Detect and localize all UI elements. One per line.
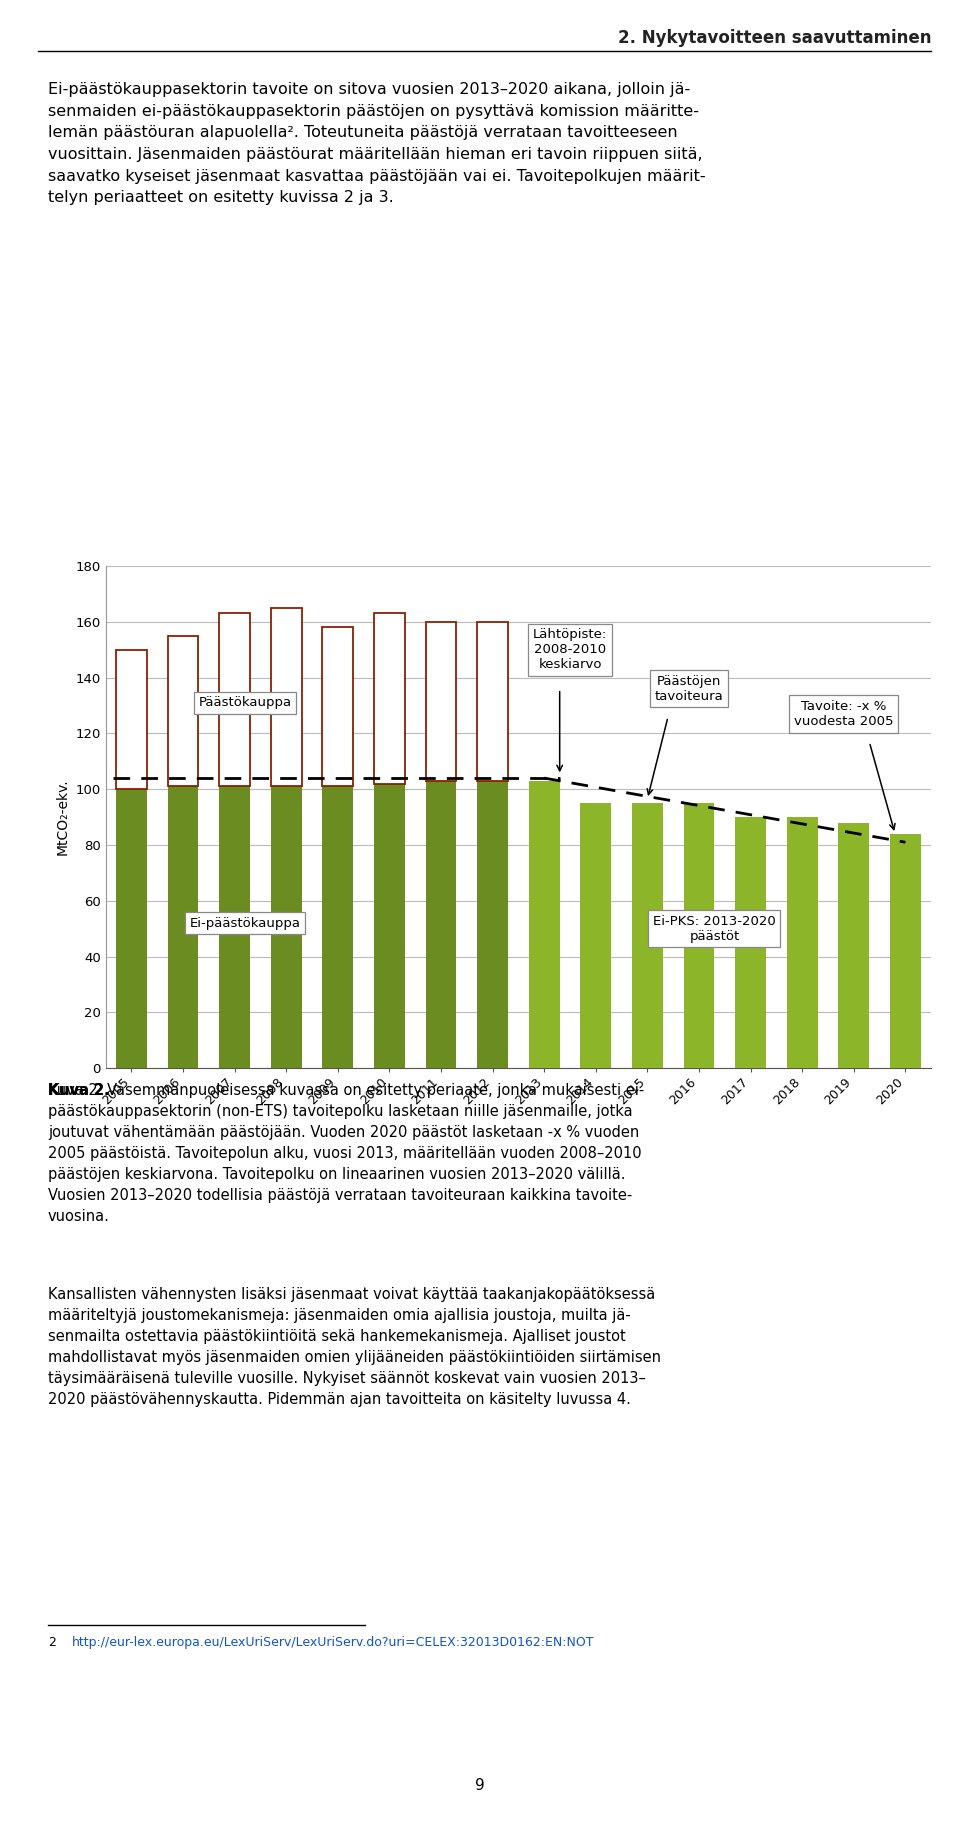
Text: Kuva 2.: Kuva 2. (48, 1083, 109, 1097)
Bar (477, 623, 508, 782)
Bar (787, 818, 818, 1068)
Text: 2. Nykytavoitteen saavuttaminen: 2. Nykytavoitteen saavuttaminen (617, 29, 931, 47)
Bar (168, 635, 199, 787)
Bar (374, 614, 405, 783)
Bar (116, 789, 147, 1068)
Y-axis label: MtCO₂-ekv.: MtCO₂-ekv. (56, 780, 70, 855)
Bar (271, 787, 301, 1068)
Bar (425, 782, 457, 1068)
Bar (271, 608, 301, 787)
Text: Kuva 2. Vasemmanpuoleisessa kuvassa on esitetty periaate, jonka mukaisesti ei-
p: Kuva 2. Vasemmanpuoleisessa kuvassa on e… (48, 1083, 644, 1223)
Bar (374, 783, 405, 1068)
Text: Päästökauppa: Päästökauppa (199, 696, 292, 708)
Bar (425, 623, 457, 782)
Text: Lähtöpiste:
2008-2010
keskiarvo: Lähtöpiste: 2008-2010 keskiarvo (533, 628, 607, 672)
Bar (323, 628, 353, 787)
Bar (477, 782, 508, 1068)
Text: 9: 9 (475, 1779, 485, 1793)
Bar (632, 803, 663, 1068)
Bar (581, 803, 612, 1068)
Text: http://eur-lex.europa.eu/LexUriServ/LexUriServ.do?uri=CELEX:32013D0162:EN:NOT: http://eur-lex.europa.eu/LexUriServ/LexU… (72, 1636, 594, 1649)
Text: Kuva 2.: Kuva 2. (48, 1083, 109, 1097)
Bar (323, 787, 353, 1068)
Bar (890, 834, 921, 1068)
Bar (735, 818, 766, 1068)
Text: Ei-päästökauppa: Ei-päästökauppa (189, 917, 300, 929)
Text: Tavoite: -x %
vuodesta 2005: Tavoite: -x % vuodesta 2005 (794, 699, 893, 729)
Bar (219, 787, 251, 1068)
Text: 2: 2 (48, 1636, 56, 1649)
Text: Ei-päästökauppasektorin tavoite on sitova vuosien 2013–2020 aikana, jolloin jä-
: Ei-päästökauppasektorin tavoite on sitov… (48, 82, 706, 205)
Bar (219, 614, 251, 787)
Text: Ei-PKS: 2013-2020
päästöt: Ei-PKS: 2013-2020 päästöt (653, 915, 776, 942)
Bar (838, 824, 870, 1068)
Text: Kansallisten vähennysten lisäksi jäsenmaat voivat käyttää taakanjakopäätöksessä
: Kansallisten vähennysten lisäksi jäsenma… (48, 1287, 661, 1408)
Text: Päästöjen
tavoiteura: Päästöjen tavoiteura (655, 676, 723, 703)
Bar (529, 782, 560, 1068)
Bar (168, 787, 199, 1068)
Bar (684, 803, 714, 1068)
Bar (116, 650, 147, 789)
